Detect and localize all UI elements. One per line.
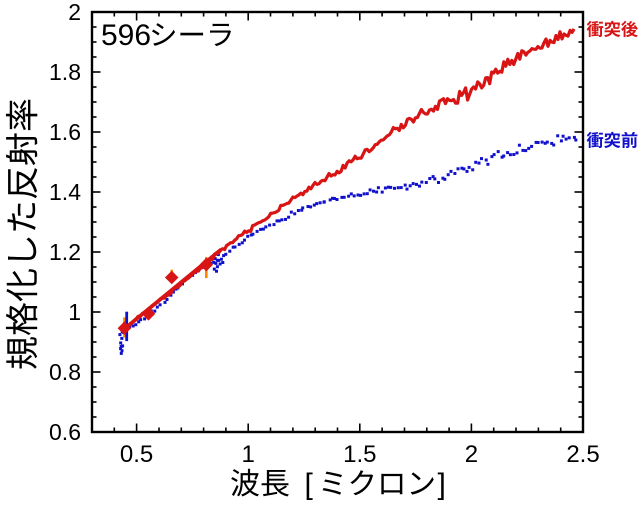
svg-text:0.6: 0.6 [49, 419, 81, 445]
svg-text:2: 2 [68, 0, 81, 25]
svg-text:2: 2 [465, 441, 478, 468]
svg-text:0.5: 0.5 [120, 441, 153, 468]
svg-text:1.4: 1.4 [49, 179, 81, 205]
svg-text:2.5: 2.5 [566, 441, 599, 468]
svg-text:1.6: 1.6 [49, 119, 81, 145]
svg-text:0.8: 0.8 [49, 359, 81, 385]
svg-text:1: 1 [242, 441, 255, 468]
svg-text:1: 1 [68, 299, 81, 325]
svg-text:1.5: 1.5 [343, 441, 376, 468]
svg-text:[: [ [305, 468, 314, 501]
svg-text:]: ] [438, 468, 446, 501]
svg-text:1.8: 1.8 [49, 59, 81, 85]
svg-text:596: 596 [101, 19, 151, 52]
svg-text:1.2: 1.2 [49, 239, 81, 265]
